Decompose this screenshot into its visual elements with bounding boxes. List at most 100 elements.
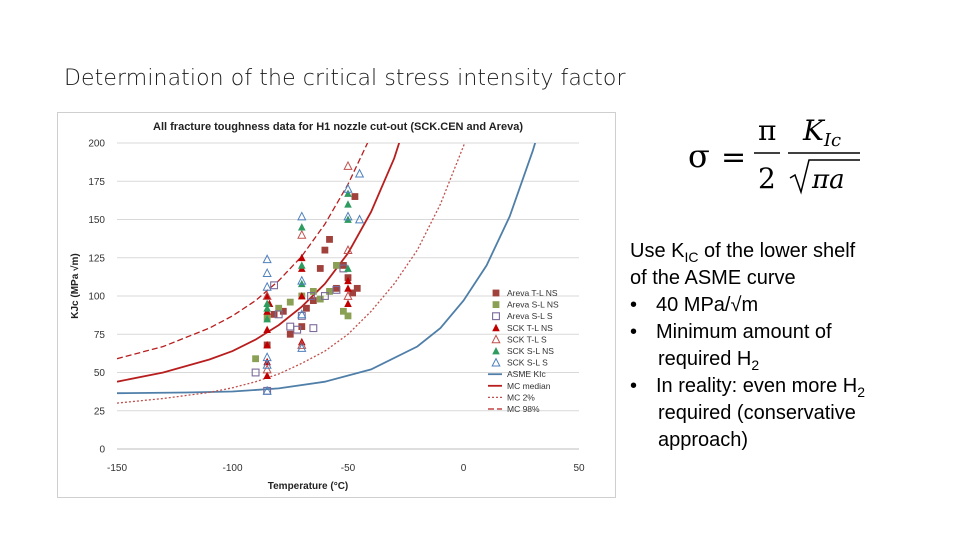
point-areva-t-l-ns: [316, 265, 324, 272]
curve-asme-kic: [117, 143, 537, 395]
point-areva-t-l-ns: [326, 235, 333, 243]
legend-label: Areva S-L NS: [507, 300, 559, 310]
formula-k-letter: K: [802, 114, 826, 147]
y-tick-label: 75: [94, 330, 106, 341]
point-areva-t-l-ns: [321, 246, 329, 254]
y-tick-label: 25: [94, 406, 106, 417]
point-sck-s-l-ns: [344, 189, 352, 197]
bullet-3-text: In reality: even more H: [656, 375, 858, 397]
point-sck-s-l-s: [262, 267, 272, 277]
x-tick-label: -100: [222, 463, 242, 474]
bullet-3-continuation-1: required (conservative: [658, 402, 856, 424]
formula-k-sub: Ic: [823, 130, 841, 151]
points-group: [251, 160, 365, 395]
x-tick-label: 0: [461, 463, 467, 474]
notes-line1-post: of the lower shelf: [698, 240, 856, 262]
formula-equals: =: [721, 140, 746, 175]
legend-label: MC median: [507, 381, 551, 391]
y-tick-label: 125: [88, 253, 105, 264]
curve-mc-2-: [117, 143, 466, 404]
legend-label: SCK T-L S: [507, 334, 547, 344]
formula-pi-a: πa: [811, 165, 845, 195]
legend-marker: [491, 334, 501, 344]
point-sck-s-l-s: [297, 309, 307, 319]
formula-sqrt-sign: [789, 159, 860, 195]
formula-two: 2: [758, 162, 776, 195]
point-sck-s-l-s: [297, 342, 307, 352]
point-sck-s-l-s: [343, 183, 353, 193]
bullet-marker: •: [630, 321, 638, 343]
point-areva-s-l-ns: [326, 288, 333, 295]
legend-label: ASME KIc: [507, 369, 546, 379]
point-sck-s-l-s: [297, 211, 307, 221]
point-sck-s-l-s: [262, 254, 272, 264]
x-tick-label: -50: [341, 463, 356, 474]
bullet-3-text-sub: 2: [857, 384, 865, 400]
y-axis-label: KJc (MPa √m): [70, 253, 81, 319]
slide-title: Determination of the critical stress int…: [64, 66, 626, 91]
point-areva-t-l-ns: [353, 284, 361, 292]
bullet-2-text: Minimum amount of: [656, 321, 832, 343]
y-tick-label: 200: [88, 139, 105, 150]
y-tick-label: 150: [88, 215, 105, 226]
chart-title: All fracture toughness data for H1 nozzl…: [153, 121, 523, 133]
bullet-marker: •: [630, 294, 638, 316]
chart-frame: All fracture toughness data for H1 nozzl…: [57, 112, 616, 498]
bullet-2-cont: required H: [658, 348, 752, 370]
point-sck-s-l-ns: [298, 223, 306, 231]
legend-marker: [491, 357, 501, 367]
point-areva-s-l-ns: [344, 312, 352, 320]
point-areva-s-l-s: [270, 281, 279, 290]
bullet-2-cont-sub: 2: [751, 357, 760, 373]
point-sck-s-l-s: [262, 385, 272, 395]
point-areva-s-l-ns: [252, 355, 259, 363]
point-sck-t-l-ns: [263, 292, 271, 300]
point-areva-t-l-ns: [351, 193, 359, 200]
notes-line-1: Use KIC of the lower shelf: [630, 238, 950, 265]
bullet-item-1: • 40 MPa/√m: [630, 292, 950, 319]
fracture-toughness-chart: All fracture toughness data for H1 nozzl…: [70, 121, 585, 492]
point-areva-t-l-ns: [279, 307, 287, 315]
point-sck-s-l-ns: [263, 304, 271, 312]
curves-group: [117, 143, 537, 404]
point-sck-t-l-ns: [298, 292, 306, 300]
point-areva-t-l-ns: [333, 284, 340, 292]
point-sck-t-l-s: [297, 229, 307, 239]
legend-marker: [492, 312, 500, 321]
point-sck-s-l-ns: [298, 279, 306, 288]
point-areva-s-l-ns: [333, 262, 340, 269]
bullet-marker: •: [630, 375, 638, 397]
curve-mc-98-: [117, 143, 369, 360]
notes-line1-pre: Use K: [630, 240, 685, 262]
curve-mc-median: [117, 143, 401, 383]
point-areva-s-l-s: [320, 292, 329, 300]
y-tick-label: 0: [99, 445, 105, 456]
formula-pi: π: [758, 114, 776, 147]
point-areva-s-l-ns: [286, 298, 294, 306]
legend-label: MC 98%: [507, 404, 540, 414]
point-sck-s-l-s: [354, 214, 365, 224]
point-areva-t-l-ns: [303, 304, 310, 312]
point-sck-t-l-ns: [344, 284, 352, 292]
point-sck-t-l-ns: [344, 299, 352, 308]
formula-sigma: σ: [688, 137, 710, 175]
legend-label: SCK S-L NS: [507, 346, 554, 356]
point-areva-t-l-ns: [298, 323, 306, 330]
bullet-item-3: • In reality: even more H2: [630, 373, 950, 400]
point-sck-t-l-ns: [263, 325, 271, 334]
point-areva-s-l-s: [332, 285, 341, 294]
point-sck-t-l-s: [297, 339, 307, 349]
point-sck-s-l-ns: [344, 215, 352, 223]
point-areva-t-l-ns: [309, 297, 317, 304]
point-sck-t-l-s: [343, 245, 353, 254]
notes-text: Use KIC of the lower shelf of the ASME c…: [630, 238, 950, 454]
point-sck-s-l-ns: [263, 314, 271, 323]
point-areva-s-l-ns: [316, 295, 324, 303]
point-areva-s-l-s: [307, 292, 315, 300]
legend-label: SCK T-L NS: [507, 323, 553, 333]
point-sck-t-l-ns: [344, 276, 352, 285]
notes-line-2: of the ASME curve: [630, 267, 796, 289]
legend-label: MC 2%: [507, 392, 535, 402]
point-areva-s-l-ns: [339, 307, 347, 315]
